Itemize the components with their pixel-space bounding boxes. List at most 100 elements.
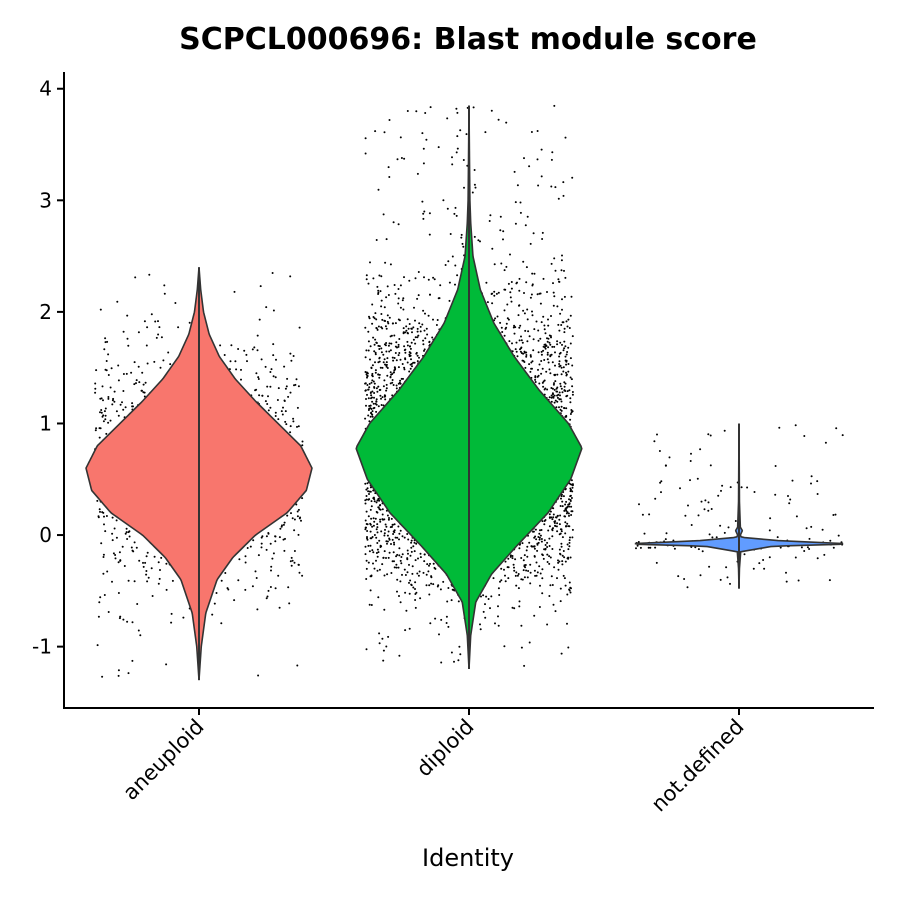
data-point (412, 586, 415, 589)
data-point (266, 385, 269, 388)
data-point (569, 536, 571, 539)
data-point (258, 318, 261, 321)
data-point (117, 592, 120, 594)
data-point (383, 131, 386, 134)
data-point (556, 530, 559, 533)
data-point (430, 582, 433, 585)
data-point (134, 276, 137, 279)
data-point (234, 360, 237, 363)
data-point (116, 300, 119, 303)
data-point (564, 276, 567, 279)
data-point (537, 536, 540, 538)
data-point (267, 395, 269, 398)
data-point (529, 563, 532, 566)
data-point (406, 110, 409, 112)
data-point (529, 296, 532, 299)
data-point (567, 512, 570, 515)
data-point (372, 277, 375, 280)
data-point (146, 551, 149, 554)
data-point (380, 404, 383, 406)
data-point (406, 549, 409, 552)
data-point (257, 378, 260, 380)
data-point (118, 617, 121, 620)
data-point (569, 556, 572, 559)
data-point (365, 274, 368, 277)
data-point (516, 355, 519, 358)
data-point (558, 360, 561, 363)
data-point (497, 624, 500, 627)
data-point (301, 574, 304, 577)
data-point (392, 530, 395, 533)
data-point (368, 315, 370, 318)
data-point (117, 674, 120, 677)
data-point (233, 599, 236, 602)
data-point (297, 563, 300, 566)
data-point (104, 414, 107, 417)
data-point (493, 294, 496, 297)
data-point (530, 131, 533, 133)
data-point (240, 368, 242, 371)
data-point (102, 572, 105, 575)
data-point (402, 327, 405, 330)
data-point (126, 620, 129, 623)
data-point (165, 588, 168, 591)
data-point (399, 306, 402, 309)
data-point (370, 500, 373, 503)
data-point (416, 172, 419, 175)
data-point (162, 359, 165, 362)
data-point (170, 612, 173, 615)
data-point (489, 607, 491, 610)
data-point (422, 217, 425, 220)
data-point (158, 577, 161, 580)
data-point (100, 411, 103, 414)
data-point (413, 361, 416, 364)
data-point (531, 284, 534, 287)
data-point (548, 555, 551, 558)
data-point (366, 384, 369, 386)
data-point (378, 568, 381, 571)
data-point (504, 580, 507, 583)
data-point (432, 276, 435, 279)
data-point (563, 295, 566, 298)
data-point (385, 645, 388, 648)
data-point (556, 396, 559, 399)
data-point (551, 535, 554, 538)
data-point (571, 486, 574, 489)
data-point (502, 238, 504, 241)
data-point (515, 571, 518, 574)
data-point (377, 289, 380, 292)
data-point (407, 538, 410, 541)
data-point (387, 344, 390, 347)
data-point (533, 614, 536, 617)
data-point (424, 312, 426, 315)
data-point (563, 269, 565, 272)
data-point (569, 413, 572, 415)
data-point (440, 661, 443, 664)
chart-title: SCPCL000696: Blast module score (179, 22, 757, 57)
data-point (375, 536, 378, 539)
data-point (114, 557, 117, 560)
data-point (454, 264, 457, 267)
data-point (377, 293, 380, 295)
data-point (520, 352, 523, 355)
data-point (274, 376, 277, 379)
data-point (251, 348, 254, 351)
data-point (425, 584, 428, 587)
data-point (560, 400, 563, 403)
data-point (563, 577, 566, 580)
data-point (492, 577, 495, 580)
data-point (290, 556, 293, 559)
data-point (515, 341, 518, 344)
data-point (422, 212, 425, 215)
data-point (380, 347, 383, 350)
data-point (563, 556, 566, 559)
data-point (275, 358, 277, 361)
data-point (564, 382, 567, 385)
data-point (542, 385, 545, 388)
data-point (98, 508, 101, 511)
data-point (113, 527, 116, 530)
data-point (523, 664, 526, 667)
data-point (398, 538, 400, 541)
data-point (290, 512, 292, 515)
data-point (366, 487, 369, 490)
